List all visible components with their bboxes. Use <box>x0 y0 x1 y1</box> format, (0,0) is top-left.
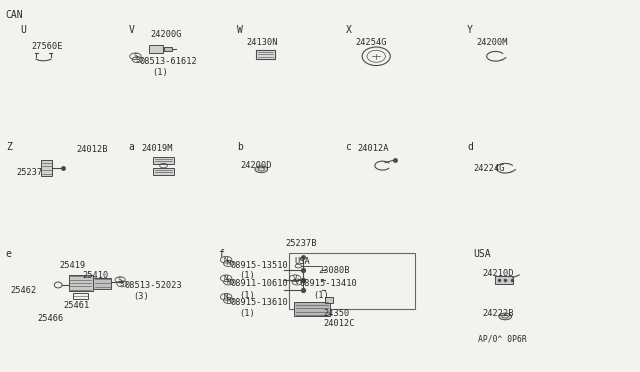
Text: (1): (1) <box>314 291 330 299</box>
Text: 24210D: 24210D <box>483 269 515 278</box>
Text: 24224G: 24224G <box>473 164 505 173</box>
Text: M: M <box>224 294 228 300</box>
Text: V: V <box>129 25 134 35</box>
Text: d: d <box>467 141 473 151</box>
Text: 23080B: 23080B <box>319 266 350 275</box>
Text: 25466: 25466 <box>37 314 63 323</box>
Text: c: c <box>346 141 351 151</box>
Text: USA: USA <box>294 257 310 266</box>
Text: USA: USA <box>473 249 491 259</box>
Bar <box>289 253 415 309</box>
Text: 24350: 24350 <box>324 309 350 318</box>
Text: X: X <box>346 25 351 35</box>
Text: V: V <box>293 275 298 281</box>
Ellipse shape <box>499 313 511 320</box>
Text: 24200M: 24200M <box>476 38 508 47</box>
Text: 24222B: 24222B <box>483 309 515 318</box>
Text: Z: Z <box>6 141 12 151</box>
Text: N: N <box>227 279 231 285</box>
Text: W: W <box>237 25 243 35</box>
Text: 24200G: 24200G <box>151 31 182 39</box>
Text: 08911-10610: 08911-10610 <box>230 279 289 288</box>
Text: 24200D: 24200D <box>240 161 271 170</box>
Text: S: S <box>118 277 122 283</box>
Text: S: S <box>120 281 124 287</box>
Text: 25462: 25462 <box>10 286 36 295</box>
Text: V: V <box>295 279 299 285</box>
Text: 25237: 25237 <box>17 168 43 177</box>
Bar <box>154 157 173 164</box>
Text: 24012C: 24012C <box>324 320 355 328</box>
Text: N: N <box>227 260 231 266</box>
Text: 25410: 25410 <box>83 271 109 280</box>
Text: e: e <box>6 249 12 259</box>
Text: 25419: 25419 <box>60 261 86 270</box>
Text: AP/0^ 0P6R: AP/0^ 0P6R <box>478 335 527 344</box>
Bar <box>149 45 163 52</box>
Text: CAN: CAN <box>6 10 24 20</box>
Bar <box>69 275 93 291</box>
Text: 25461: 25461 <box>63 301 90 310</box>
Text: 24012B: 24012B <box>76 145 108 154</box>
Bar <box>74 294 88 299</box>
Text: 24012A: 24012A <box>357 144 388 153</box>
Bar <box>294 302 330 317</box>
Text: a: a <box>129 141 134 151</box>
Bar <box>154 168 173 175</box>
Text: 08513-61612: 08513-61612 <box>140 57 198 66</box>
Text: M: M <box>227 298 231 304</box>
Bar <box>256 50 275 59</box>
Bar <box>93 278 111 289</box>
Text: Y: Y <box>467 25 473 35</box>
Text: 24254G: 24254G <box>355 38 387 47</box>
Text: 25237B: 25237B <box>285 238 316 248</box>
Text: 08915-13610: 08915-13610 <box>230 298 289 307</box>
Bar <box>495 276 513 284</box>
Text: U: U <box>20 25 26 35</box>
Text: S: S <box>135 57 140 62</box>
Ellipse shape <box>255 166 268 173</box>
Text: (3): (3) <box>134 292 149 301</box>
Bar <box>41 160 52 176</box>
Text: 27560E: 27560E <box>31 42 63 51</box>
Bar <box>164 46 172 51</box>
Text: 24019M: 24019M <box>141 144 173 153</box>
Text: b: b <box>237 141 243 151</box>
Text: (1): (1) <box>239 291 255 299</box>
Text: (1): (1) <box>239 309 255 318</box>
Text: (1): (1) <box>153 68 168 77</box>
Text: f: f <box>218 249 224 259</box>
Text: N: N <box>224 275 228 281</box>
Text: 08915-13510: 08915-13510 <box>230 261 289 270</box>
Bar <box>325 297 333 304</box>
Text: (1): (1) <box>239 271 255 280</box>
Text: 08915-13410: 08915-13410 <box>300 279 357 288</box>
Text: 08513-52023: 08513-52023 <box>125 281 182 290</box>
Text: S: S <box>133 53 138 59</box>
Text: N: N <box>224 257 228 263</box>
Text: 24130N: 24130N <box>246 38 278 47</box>
